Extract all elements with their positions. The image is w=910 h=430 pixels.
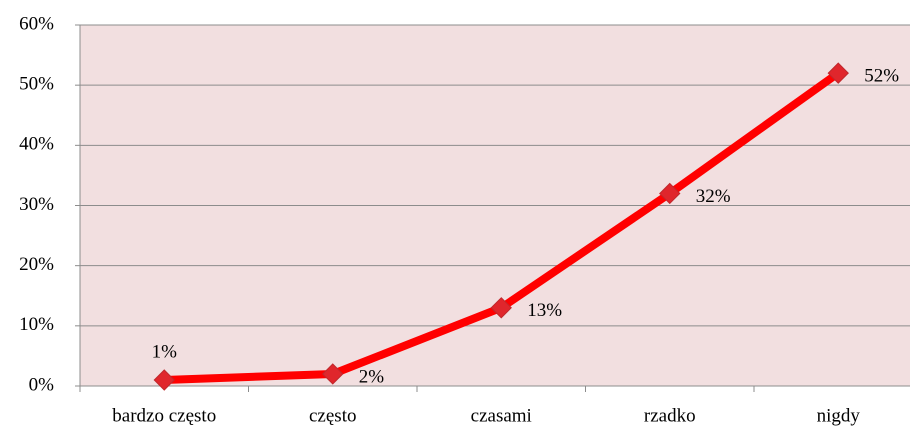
data-label: 52% — [864, 65, 899, 86]
x-tick-label: nigdy — [817, 405, 861, 426]
data-label: 32% — [696, 186, 731, 207]
x-tick-label: bardzo często — [112, 405, 216, 426]
y-tick-label: 20% — [19, 254, 54, 275]
y-tick-label: 0% — [29, 374, 55, 395]
marker — [659, 182, 681, 205]
y-tick-label: 40% — [19, 134, 54, 155]
y-tick-label: 60% — [19, 13, 54, 34]
marker — [827, 62, 849, 84]
y-tick-label: 10% — [19, 314, 54, 335]
data-label: 1% — [152, 341, 178, 362]
x-tick-label: rzadko — [644, 405, 696, 426]
marker — [153, 369, 175, 391]
x-tick-label: czasami — [471, 405, 532, 426]
data-label: 2% — [359, 366, 385, 387]
marker — [490, 297, 512, 319]
data-label: 13% — [527, 300, 562, 321]
y-tick-label: 50% — [19, 74, 54, 95]
marker — [322, 363, 344, 385]
y-tick-label: 30% — [19, 194, 54, 215]
x-tick-label: często — [309, 405, 356, 426]
